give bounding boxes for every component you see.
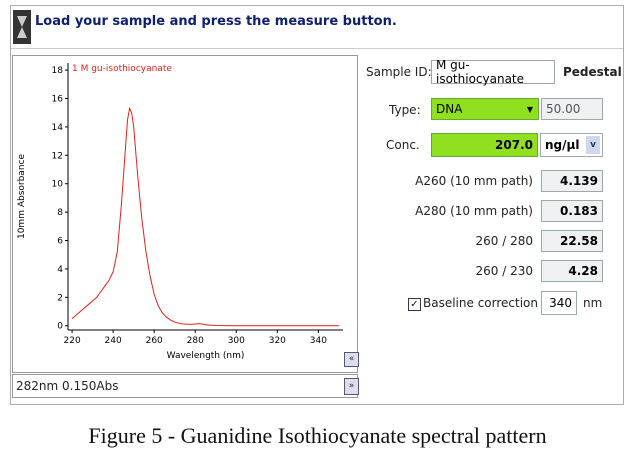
x-tick-label: 280 xyxy=(187,336,204,346)
x-tick-label: 220 xyxy=(64,336,81,346)
conc-label: Conc. xyxy=(386,138,420,152)
caption: Figure 5 - Guanidine Isothiocyanate spec… xyxy=(88,423,547,448)
x-axis-label: Wavelength (nm) xyxy=(167,351,245,361)
y-tick-label: 4 xyxy=(57,265,63,275)
chart: 0 2 4 6 8 10 12 14 16 18 220 240 260 280 300 320 340 Wave… xyxy=(17,63,343,361)
x-tick-label: 320 xyxy=(269,336,286,346)
factor-field: 50.00 xyxy=(541,98,603,120)
chart-panel xyxy=(12,55,358,373)
type-label: Type: xyxy=(389,103,421,117)
y-tick-label: 8 xyxy=(57,208,63,218)
row-label: 260 / 280 xyxy=(475,234,533,248)
row-label: 260 / 230 xyxy=(475,264,533,278)
sample-id-input[interactable]: M gu-isothiocyanate xyxy=(431,58,555,86)
row-value: 4.28 xyxy=(541,260,603,282)
y-tick-label: 0 xyxy=(57,322,63,332)
y-tick-label: 18 xyxy=(52,66,64,76)
type-value: DNA xyxy=(436,102,463,116)
y-tick-label: 6 xyxy=(57,237,63,247)
conc-field: 207.0 xyxy=(431,133,538,157)
y-axis-label: 10mm Absorbance xyxy=(17,154,27,239)
x-tick-label: 300 xyxy=(228,336,245,346)
x-tick-label: 340 xyxy=(310,336,327,346)
header-message: Load your sample and press the measure b… xyxy=(35,14,397,29)
row-value: 22.58 xyxy=(541,230,603,252)
type-dropdown[interactable]: DNA ▼ xyxy=(431,98,539,120)
status-text: 282nm 0.150Abs xyxy=(16,379,119,393)
collapse-button[interactable]: « xyxy=(344,352,359,367)
unit-value: ng/µl xyxy=(545,138,580,152)
unit-dropdown[interactable]: ng/µl v xyxy=(540,133,603,157)
row-label: A280 (10 mm path) xyxy=(415,204,533,218)
mode: Pedestal xyxy=(563,65,622,79)
expand-button[interactable]: » xyxy=(344,378,359,395)
y-tick-label: 14 xyxy=(52,123,64,133)
y-tick-label: 16 xyxy=(52,95,64,105)
header-bar xyxy=(11,6,623,49)
row-value: 0.183 xyxy=(541,200,603,222)
y-tick-label: 12 xyxy=(52,151,63,161)
y-tick-label: 2 xyxy=(57,293,63,303)
spectrum-line xyxy=(71,106,339,327)
baseline-input[interactable]: 340 xyxy=(541,291,577,315)
baseline-unit: nm xyxy=(583,296,603,310)
x-tick-label: 260 xyxy=(146,336,163,346)
legend-entry: 1 M gu-isothiocyanate xyxy=(72,64,172,74)
x-tick-label: 240 xyxy=(105,336,122,346)
baseline-label: Baseline correction xyxy=(423,296,538,310)
row-value: 4.139 xyxy=(541,170,603,192)
sample-id-label: Sample ID: xyxy=(366,65,432,79)
y-tick-label: 10 xyxy=(52,180,64,190)
row-label: A260 (10 mm path) xyxy=(415,174,533,188)
frame xyxy=(10,5,624,405)
baseline-checkbox[interactable]: ✓ xyxy=(408,298,421,311)
hourglass-icon xyxy=(13,10,31,44)
